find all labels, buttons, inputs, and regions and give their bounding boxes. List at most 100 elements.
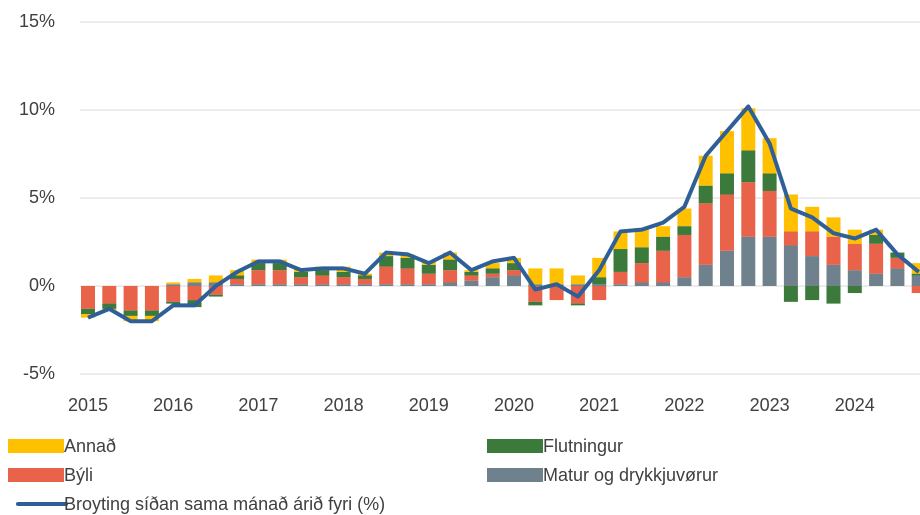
legend-swatch [487, 439, 543, 453]
bar-segment [315, 270, 330, 276]
y-tick-label: 0% [29, 275, 55, 295]
bar-segment [144, 315, 159, 322]
x-tick-label: 2022 [664, 395, 704, 415]
bar-segment [783, 231, 798, 246]
bar-segment [251, 284, 266, 286]
bar-segment [805, 256, 820, 286]
bar-segment [443, 270, 458, 283]
bar-segment [485, 263, 500, 269]
bar-segment [485, 273, 500, 278]
bar-segment [911, 286, 920, 294]
bar-segment [762, 236, 777, 286]
bar-segment [592, 286, 607, 301]
bar-segment [230, 284, 245, 286]
bar-segment [485, 277, 500, 286]
y-tick-label: 10% [19, 99, 55, 119]
bar-segment [783, 245, 798, 286]
bar-segment [421, 264, 436, 274]
bar-segment [294, 277, 308, 285]
bar-segment [741, 150, 756, 183]
y-tick-label: -5% [23, 363, 55, 383]
bar-segment [762, 173, 777, 191]
bar-segment [720, 173, 734, 195]
bar-segment [826, 264, 841, 286]
bar-segment [357, 284, 372, 286]
bar-segment [805, 231, 820, 257]
bar-segment [230, 275, 245, 279]
bar-segment [251, 270, 266, 285]
bar-segment [464, 275, 479, 281]
x-tick-label: 2015 [68, 395, 108, 415]
bar-segment [272, 284, 287, 286]
bar-segment [549, 286, 564, 301]
bar-segment [634, 227, 649, 248]
legend-swatch [487, 468, 543, 482]
bar-segment [400, 284, 415, 286]
bar-segment [81, 308, 95, 315]
bar-segment [869, 243, 884, 274]
bar-segment [805, 286, 820, 301]
bar-segment [762, 138, 777, 174]
bar-segment [570, 275, 585, 285]
bar-segment [357, 278, 372, 285]
bar-segment [698, 185, 713, 204]
bar-segment [379, 266, 394, 285]
bar-segment [230, 278, 245, 285]
bar-segment [592, 284, 607, 286]
bar-segment [166, 301, 181, 304]
legend-label: Flutningur [543, 436, 623, 456]
bar-segment [187, 278, 202, 283]
bar-segment [421, 273, 436, 285]
bar-segment [187, 282, 202, 286]
bar-segment [741, 236, 756, 286]
bar-segment [464, 280, 479, 286]
bar-segment [507, 263, 521, 271]
x-tick-label: 2020 [494, 395, 534, 415]
bar-segment [507, 275, 521, 286]
bar-segment [783, 194, 798, 232]
bar-segment [336, 284, 351, 286]
bar-segment [123, 315, 138, 322]
bar-segment [123, 286, 138, 311]
bar-segment [869, 234, 884, 244]
bar-segment [720, 194, 734, 251]
bar-segment [123, 310, 138, 316]
x-tick-label: 2017 [238, 395, 278, 415]
bar-segment [315, 275, 330, 285]
y-tick-label: 15% [19, 11, 55, 31]
bar-segment [272, 270, 287, 285]
bar-segment [570, 284, 585, 286]
bar-segment [528, 284, 543, 286]
bar-segment [166, 286, 181, 302]
bar-segment [677, 226, 692, 235]
bar-segment [379, 284, 394, 286]
bar-segment [102, 286, 117, 304]
bar-segment [443, 282, 458, 286]
bar-segment [826, 286, 841, 304]
bar-segment [507, 270, 521, 276]
bar-segment [144, 310, 159, 316]
bar-segment [464, 271, 479, 276]
x-tick-label: 2021 [579, 395, 619, 415]
bar-segment [762, 190, 777, 237]
bar-segment [336, 271, 351, 278]
bar-segment [847, 243, 862, 271]
x-tick-label: 2024 [835, 395, 875, 415]
bar-segment [485, 268, 500, 274]
x-tick-label: 2016 [153, 395, 193, 415]
line [87, 104, 920, 324]
bar-segment [741, 108, 756, 151]
bar-segment [656, 250, 671, 283]
bar-segment [890, 257, 905, 269]
bar-segment [421, 284, 436, 286]
bar-segment [720, 250, 734, 286]
bar-segment [357, 275, 372, 279]
bar-segment [911, 275, 920, 286]
legend-label: Býli [64, 465, 93, 485]
bar-segment [272, 263, 287, 271]
bar-segment [847, 270, 862, 286]
bar-segment [528, 268, 543, 285]
legend-swatch [8, 468, 64, 482]
bar-segment [656, 226, 671, 237]
bar-segment [847, 286, 862, 294]
